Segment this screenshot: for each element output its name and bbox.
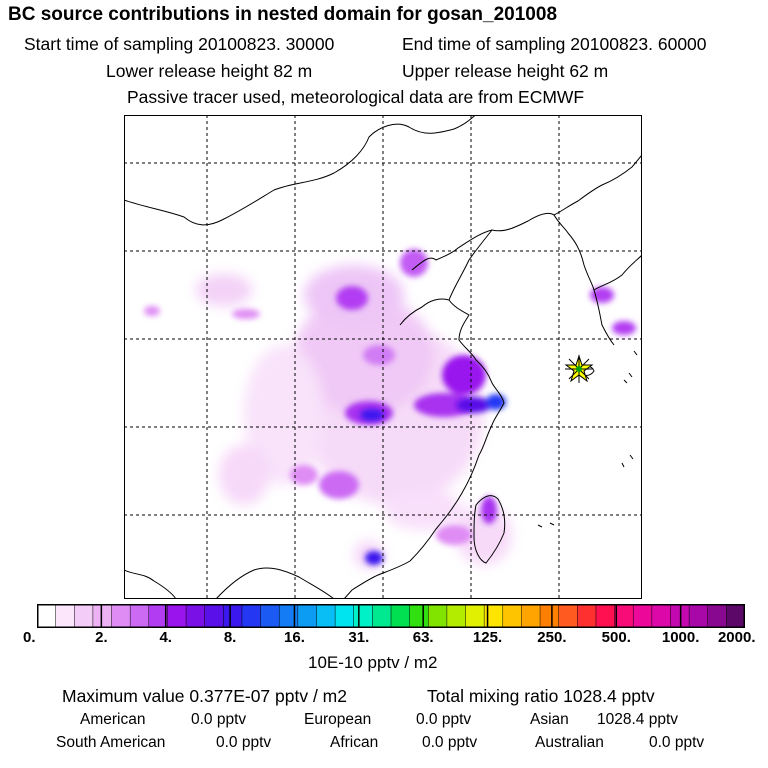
colorbar-swatch — [688, 604, 709, 628]
colorbar-swatch — [539, 604, 560, 628]
region-value-african: 0.0 pptv — [422, 734, 478, 751]
colorbar-tick-label: 125. — [472, 629, 503, 646]
colorbar-swatch — [55, 604, 76, 628]
colorbar-swatch — [334, 604, 355, 628]
colorbar-tick-label: 2. — [95, 629, 108, 646]
contribution-field-strong — [360, 394, 506, 565]
colorbar-swatch — [726, 604, 745, 628]
tracer-note-label: Passive tracer used, meteorological data… — [127, 87, 585, 107]
region-label-australian: Australian — [535, 734, 604, 751]
colorbar-tick-label: 31. — [348, 629, 370, 646]
colorbar-swatch — [223, 604, 243, 628]
region-value-australian: 0.0 pptv — [649, 734, 705, 751]
region-value-asian: 1028.4 pptv — [597, 711, 679, 728]
total-mixing-ratio-label: Total mixing ratio 1028.4 pptv — [427, 686, 655, 706]
colorbar-swatch — [316, 604, 336, 628]
region-label-european: European — [304, 711, 372, 728]
region-label-african: African — [330, 734, 379, 751]
colorbar-tick-label: 16. — [284, 629, 305, 646]
coastline-outline — [124, 115, 642, 599]
colorbar-swatch — [74, 604, 94, 628]
colorbar-swatch — [446, 604, 467, 628]
colorbar-swatch — [595, 604, 616, 628]
colorbar-swatch — [707, 604, 728, 628]
colorbar-tick-label: 2000. — [717, 629, 756, 646]
lat-lon-gridlines — [124, 115, 642, 599]
colorbar-swatch — [111, 604, 132, 628]
colorbar-tick-label: 0. — [23, 629, 36, 646]
colorbar-swatch — [129, 604, 150, 628]
colorbar — [37, 604, 745, 628]
colorbar-tick-label: 500. — [601, 629, 631, 646]
colorbar-swatch — [167, 604, 187, 628]
colorbar-swatch — [558, 604, 579, 628]
colorbar-swatch — [353, 604, 374, 628]
colorbar-swatch — [390, 604, 411, 628]
colorbar-swatch — [37, 604, 57, 628]
upper-release-height-label: Upper release height 62 m — [402, 61, 609, 81]
colorbar-swatch — [297, 604, 318, 628]
colorbar-units-label: 10E-10 pptv / m2 — [308, 653, 438, 672]
colorbar-swatch — [614, 604, 635, 628]
colorbar-swatch — [409, 604, 430, 628]
colorbar-tick-label: 4. — [159, 629, 172, 646]
end-time-label: End time of sampling 20100823. 60000 — [402, 34, 707, 54]
colorbar-swatch — [260, 604, 281, 628]
region-label-asian: Asian — [530, 711, 569, 728]
region-label-south-american: South American — [56, 734, 166, 751]
star-marker-icon — [564, 354, 594, 383]
colorbar-swatch — [185, 604, 206, 628]
colorbar-swatch — [465, 604, 486, 628]
region-value-european: 0.0 pptv — [416, 711, 472, 728]
region-label-american: American — [80, 711, 146, 728]
colorbar-swatch — [577, 604, 597, 628]
maximum-value-label: Maximum value 0.377E-07 pptv / m2 — [62, 686, 347, 706]
colorbar-swatch — [278, 604, 299, 628]
colorbar-swatch — [204, 604, 225, 628]
colorbar-swatch — [241, 604, 262, 628]
map-frame — [124, 115, 642, 599]
colorbar-frame — [37, 604, 745, 628]
colorbar-swatch — [428, 604, 448, 628]
colorbar-tick-label: 1000. — [661, 629, 700, 646]
contribution-field-medium — [144, 249, 636, 545]
colorbar-swatch — [651, 604, 672, 628]
region-value-south-american: 0.0 pptv — [216, 734, 272, 751]
lower-release-height-label: Lower release height 82 m — [106, 61, 313, 81]
colorbar-swatch — [632, 604, 653, 628]
colorbar-tick-label: 63. — [412, 629, 434, 646]
colorbar-swatch — [372, 604, 392, 628]
contribution-field-light — [196, 265, 512, 569]
colorbar-tick-label: 8. — [223, 629, 237, 646]
colorbar-swatch — [92, 604, 113, 628]
start-time-label: Start time of sampling 20100823. 30000 — [24, 34, 335, 54]
colorbar-swatch — [502, 604, 523, 628]
colorbar-swatch — [521, 604, 541, 628]
colorbar-tick-label: 250. — [537, 629, 567, 646]
source-contribution-map — [124, 115, 642, 599]
region-value-american: 0.0 pptv — [191, 711, 247, 728]
plot-title: BC source contributions in nested domain… — [8, 4, 558, 25]
